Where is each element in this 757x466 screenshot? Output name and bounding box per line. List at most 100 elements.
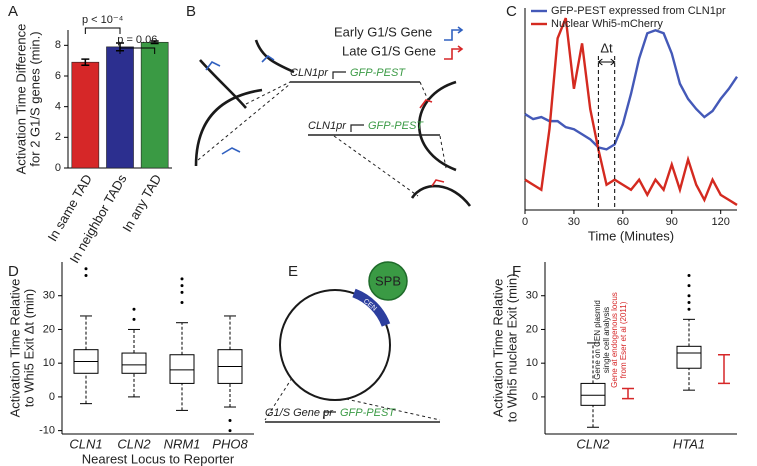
- y-tick-label: 4: [55, 101, 61, 113]
- y-tick-label: 30: [43, 290, 55, 302]
- y-axis-label: Activation Time Difference: [13, 24, 28, 175]
- annotation: p = 0.06: [117, 34, 157, 46]
- outlier: [228, 429, 232, 433]
- late-arrow: [444, 48, 462, 60]
- x-tick-label: 60: [617, 216, 629, 228]
- y-tick-label: 0: [532, 391, 538, 403]
- y-axis-label: Activation Time Relative: [7, 279, 22, 418]
- late-arrow: [457, 45, 464, 53]
- y-axis-label: to Whi5 nuclear Exit (min): [504, 274, 519, 423]
- outlier: [180, 290, 184, 294]
- panel-label: B: [186, 3, 196, 20]
- chromatin: [254, 39, 295, 74]
- connector: [197, 81, 447, 197]
- outlier: [132, 307, 136, 311]
- promoter-arrow: [350, 124, 364, 132]
- gene-arrow: [419, 99, 433, 109]
- bar: [140, 41, 169, 169]
- promoter-label: CLN1pr: [308, 120, 347, 132]
- y-tick-label: -10: [39, 425, 55, 437]
- gene-arrow: [221, 147, 241, 155]
- x-tick-label: 0: [522, 216, 528, 228]
- box: [169, 354, 195, 384]
- spb-label: SPB: [375, 273, 401, 288]
- bar: [71, 61, 100, 169]
- legend-label: Early G1/S Gene: [334, 24, 432, 39]
- panel-label: D: [8, 263, 19, 280]
- y-tick-label: 2: [55, 131, 61, 143]
- chromatin: [410, 184, 472, 207]
- y-tick-label: 6: [55, 70, 61, 82]
- reporter-label: GFP-PEST: [350, 67, 406, 79]
- x-axis-label: Time (Minutes): [588, 228, 674, 243]
- promoter-arrow: [323, 411, 336, 419]
- reference-note: Gene at endogenous locus: [610, 292, 619, 388]
- bracket: [84, 27, 121, 34]
- gene-arrow: [261, 54, 275, 63]
- outlier: [687, 294, 691, 298]
- outlier: [687, 300, 691, 304]
- y-axis-label: for 2 G1/S genes (min.): [27, 31, 42, 166]
- outlier: [687, 273, 691, 277]
- gene-arrow: [431, 179, 445, 187]
- x-tick-label: 30: [568, 216, 580, 228]
- reference-note: from Eser et al (2011): [619, 301, 628, 378]
- y-tick-label: 20: [43, 323, 55, 335]
- box-note: Gene on CEN plasmid: [593, 300, 602, 380]
- chromatin: [194, 88, 263, 167]
- panel-label: E: [288, 263, 298, 280]
- outlier: [132, 317, 136, 321]
- y-axis-label: to Whi5 Exit Δt (min): [21, 289, 36, 407]
- plasmid: [279, 289, 391, 401]
- y-axis-label: Activation Time Relative: [490, 279, 505, 418]
- promoter-label: CLN1pr: [290, 67, 329, 79]
- legend-label: Late G1/S Gene: [342, 43, 436, 58]
- annotation: Δt: [600, 40, 613, 55]
- legend-label: Nuclear Whi5-mCherry: [551, 18, 663, 30]
- y-tick-label: 10: [526, 357, 538, 369]
- x-tick-label: CLN2: [117, 436, 151, 451]
- panel-label: C: [506, 3, 517, 20]
- box: [676, 345, 702, 369]
- bar: [106, 46, 134, 169]
- outlier: [84, 267, 88, 271]
- x-tick-label: 120: [712, 216, 730, 228]
- series-line: [524, 17, 738, 206]
- y-tick-label: 8: [55, 39, 61, 51]
- reporter-label: GFP-PEST: [368, 120, 424, 132]
- outlier: [180, 284, 184, 288]
- spb: [368, 261, 408, 301]
- gene-arrow: [205, 60, 221, 71]
- box-note: single cell analysis: [602, 307, 611, 373]
- outlier: [180, 300, 184, 304]
- box: [121, 352, 147, 374]
- early-arrow: [457, 26, 464, 34]
- outlier: [228, 419, 232, 423]
- x-tick-label: 90: [666, 216, 678, 228]
- outlier: [180, 277, 184, 281]
- diagram-e: CEN SPB G1/S Gene pr GFP-PEST: [264, 261, 441, 423]
- interval-arrow: [597, 58, 616, 66]
- error-bar: [81, 58, 90, 67]
- chromatin: [199, 59, 247, 109]
- x-tick-label: PHO8: [212, 436, 248, 451]
- x-tick-label: CLN2: [576, 436, 610, 451]
- diagram-b: Early G1/S Gene Late G1/S Gene CLN1pr GF…: [194, 24, 472, 207]
- chromatin: [417, 80, 457, 172]
- x-axis-label: Nearest Locus to Reporter: [82, 451, 235, 466]
- y-tick-label: 0: [55, 162, 61, 174]
- promoter-arrow: [332, 71, 346, 79]
- promoter-label: G1/S Gene pr: [265, 407, 334, 419]
- series-line: [524, 28, 738, 151]
- y-tick-label: 10: [43, 357, 55, 369]
- panel-label: A: [8, 3, 18, 20]
- box: [580, 382, 606, 406]
- x-tick-label: CLN1: [69, 436, 102, 451]
- reporter-label: GFP-PEST: [340, 407, 396, 419]
- x-tick-label: NRM1: [164, 436, 201, 451]
- outlier: [687, 284, 691, 288]
- legend-label: GFP-PEST expressed from CLN1pr: [551, 5, 726, 17]
- y-tick-label: 0: [49, 391, 55, 403]
- reference-range: [622, 387, 634, 400]
